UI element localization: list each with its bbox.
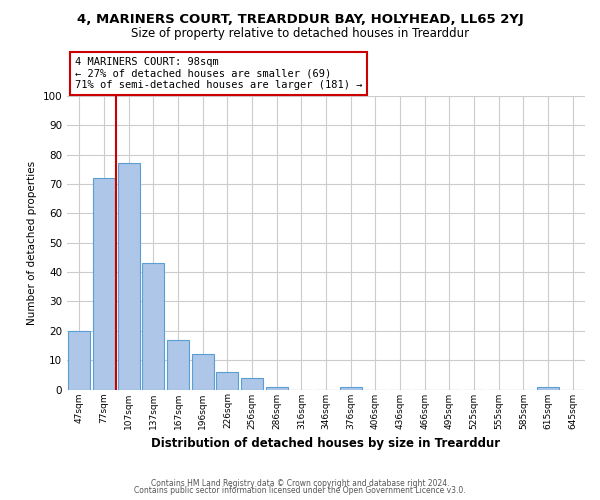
Text: Size of property relative to detached houses in Trearddur: Size of property relative to detached ho…: [131, 28, 469, 40]
Y-axis label: Number of detached properties: Number of detached properties: [27, 160, 37, 325]
Text: 4 MARINERS COURT: 98sqm
← 27% of detached houses are smaller (69)
71% of semi-de: 4 MARINERS COURT: 98sqm ← 27% of detache…: [75, 57, 362, 90]
Bar: [167, 340, 189, 390]
Bar: [142, 264, 164, 390]
Bar: [191, 354, 214, 390]
Text: Contains public sector information licensed under the Open Government Licence v3: Contains public sector information licen…: [134, 486, 466, 495]
Bar: [118, 164, 140, 390]
Bar: [216, 372, 238, 390]
Bar: [340, 386, 362, 390]
Bar: [93, 178, 115, 390]
Bar: [537, 386, 559, 390]
X-axis label: Distribution of detached houses by size in Trearddur: Distribution of detached houses by size …: [151, 437, 500, 450]
Bar: [68, 331, 91, 390]
Bar: [266, 386, 288, 390]
Text: Contains HM Land Registry data © Crown copyright and database right 2024.: Contains HM Land Registry data © Crown c…: [151, 478, 449, 488]
Bar: [241, 378, 263, 390]
Text: 4, MARINERS COURT, TREARDDUR BAY, HOLYHEAD, LL65 2YJ: 4, MARINERS COURT, TREARDDUR BAY, HOLYHE…: [77, 12, 523, 26]
